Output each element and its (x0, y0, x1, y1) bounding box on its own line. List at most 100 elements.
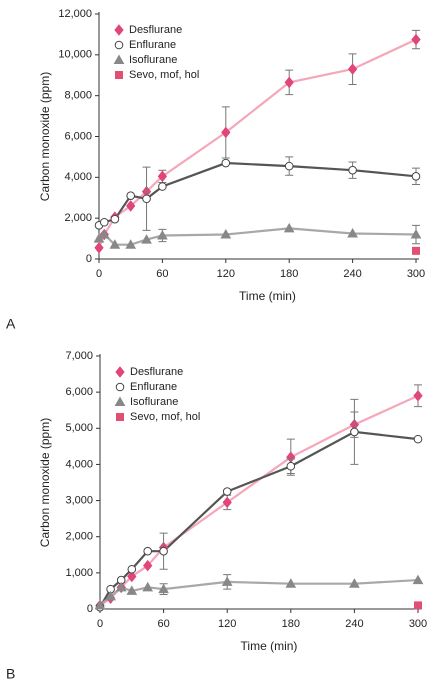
y-tick-label: 3,000 (65, 494, 93, 506)
marker (113, 54, 125, 64)
y-axis-title: Carbon monoxide (ppm) (38, 418, 52, 547)
x-tick-label: 300 (409, 618, 427, 630)
legend-label: Enflurane (129, 39, 176, 51)
marker (143, 559, 153, 572)
marker (158, 583, 169, 594)
marker (410, 228, 422, 239)
marker (412, 246, 420, 255)
y-tick-label: 2,000 (64, 212, 92, 224)
marker (349, 578, 360, 588)
marker (413, 389, 423, 402)
y-tick-label: 12,000 (58, 8, 92, 20)
marker (159, 546, 168, 556)
legend-label: Isoflurane (130, 396, 178, 408)
x-tick-label: 240 (343, 268, 361, 280)
marker (142, 581, 154, 592)
chart-panel: 0 1,000 2,000 3,000 4,000 5,000 6,000 7,000 0 60 1… (6, 350, 427, 679)
marker (114, 396, 126, 406)
marker (284, 76, 294, 89)
panel-label: A (6, 316, 16, 332)
marker (115, 581, 127, 592)
x-tick-label: 60 (156, 268, 168, 280)
marker (283, 222, 295, 233)
x-tick-label: 180 (280, 268, 298, 280)
marker (94, 241, 104, 254)
marker (347, 227, 358, 238)
y-axis-title: Carbon monoxide (ppm) (38, 72, 52, 201)
legend-label: Sevo, mof, hol (129, 69, 199, 81)
y-tick-label: 0 (87, 603, 93, 615)
marker (347, 63, 358, 75)
y-tick-label: 1,000 (65, 567, 93, 579)
series-line (98, 161, 417, 227)
marker (114, 24, 124, 36)
marker (125, 239, 137, 249)
y-tick-label: 0 (86, 253, 92, 265)
marker (126, 200, 136, 212)
y-tick-label: 5,000 (65, 422, 93, 434)
y-tick-label: 2,000 (65, 531, 93, 543)
legend-label: Isoflurane (129, 54, 177, 66)
marker (348, 165, 357, 175)
marker (411, 33, 421, 46)
marker (114, 40, 124, 50)
marker (222, 496, 232, 509)
series-line (98, 227, 417, 246)
marker (412, 574, 424, 585)
marker (284, 161, 294, 171)
y-tick-label: 4,000 (65, 458, 93, 470)
marker (221, 158, 231, 168)
y-tick-label: 7,000 (65, 350, 93, 362)
marker (221, 576, 233, 586)
x-tick-label: 120 (218, 618, 236, 630)
marker (99, 217, 109, 227)
series-line (99, 394, 419, 607)
y-tick-label: 6,000 (64, 130, 92, 142)
marker (221, 126, 231, 139)
marker (411, 172, 421, 181)
marker (222, 487, 232, 496)
x-tick-label: 0 (96, 268, 102, 280)
y-tick-label: 6,000 (65, 386, 93, 398)
legend-label: Desflurane (130, 366, 183, 378)
marker (109, 239, 121, 249)
x-tick-label: 180 (282, 618, 300, 630)
marker (115, 366, 125, 378)
marker (414, 601, 422, 610)
marker (220, 228, 232, 239)
marker (142, 194, 151, 204)
marker (126, 191, 135, 201)
x-axis-title: Time (min) (239, 289, 296, 303)
legend-label: Enflurane (130, 381, 177, 393)
marker (98, 228, 110, 239)
series-line (99, 578, 419, 607)
marker (115, 71, 123, 79)
x-tick-label: 300 (407, 268, 425, 280)
x-axis-title: Time (min) (241, 639, 298, 653)
series-line (99, 430, 419, 608)
marker (350, 427, 359, 437)
marker (285, 578, 297, 588)
marker (116, 413, 124, 421)
marker (286, 461, 296, 471)
y-tick-label: 8,000 (64, 90, 92, 102)
y-tick-label: 4,000 (64, 171, 92, 183)
marker (157, 230, 168, 240)
marker (105, 590, 116, 601)
x-tick-label: 0 (97, 618, 103, 630)
marker (413, 434, 423, 444)
series-line (97, 38, 417, 249)
marker (126, 585, 138, 595)
x-tick-label: 60 (157, 618, 169, 630)
marker (110, 214, 120, 224)
marker (158, 182, 167, 191)
legend-label: Desflurane (129, 24, 182, 36)
marker (127, 570, 137, 583)
chart-panel: 0 2,000 4,000 6,000 8,000 10,000 12,000 0 60 120 1… (6, 8, 425, 332)
legend-label: Sevo, mof, hol (130, 411, 200, 423)
x-tick-label: 240 (345, 618, 363, 630)
marker (141, 234, 152, 244)
y-tick-label: 10,000 (58, 49, 92, 61)
